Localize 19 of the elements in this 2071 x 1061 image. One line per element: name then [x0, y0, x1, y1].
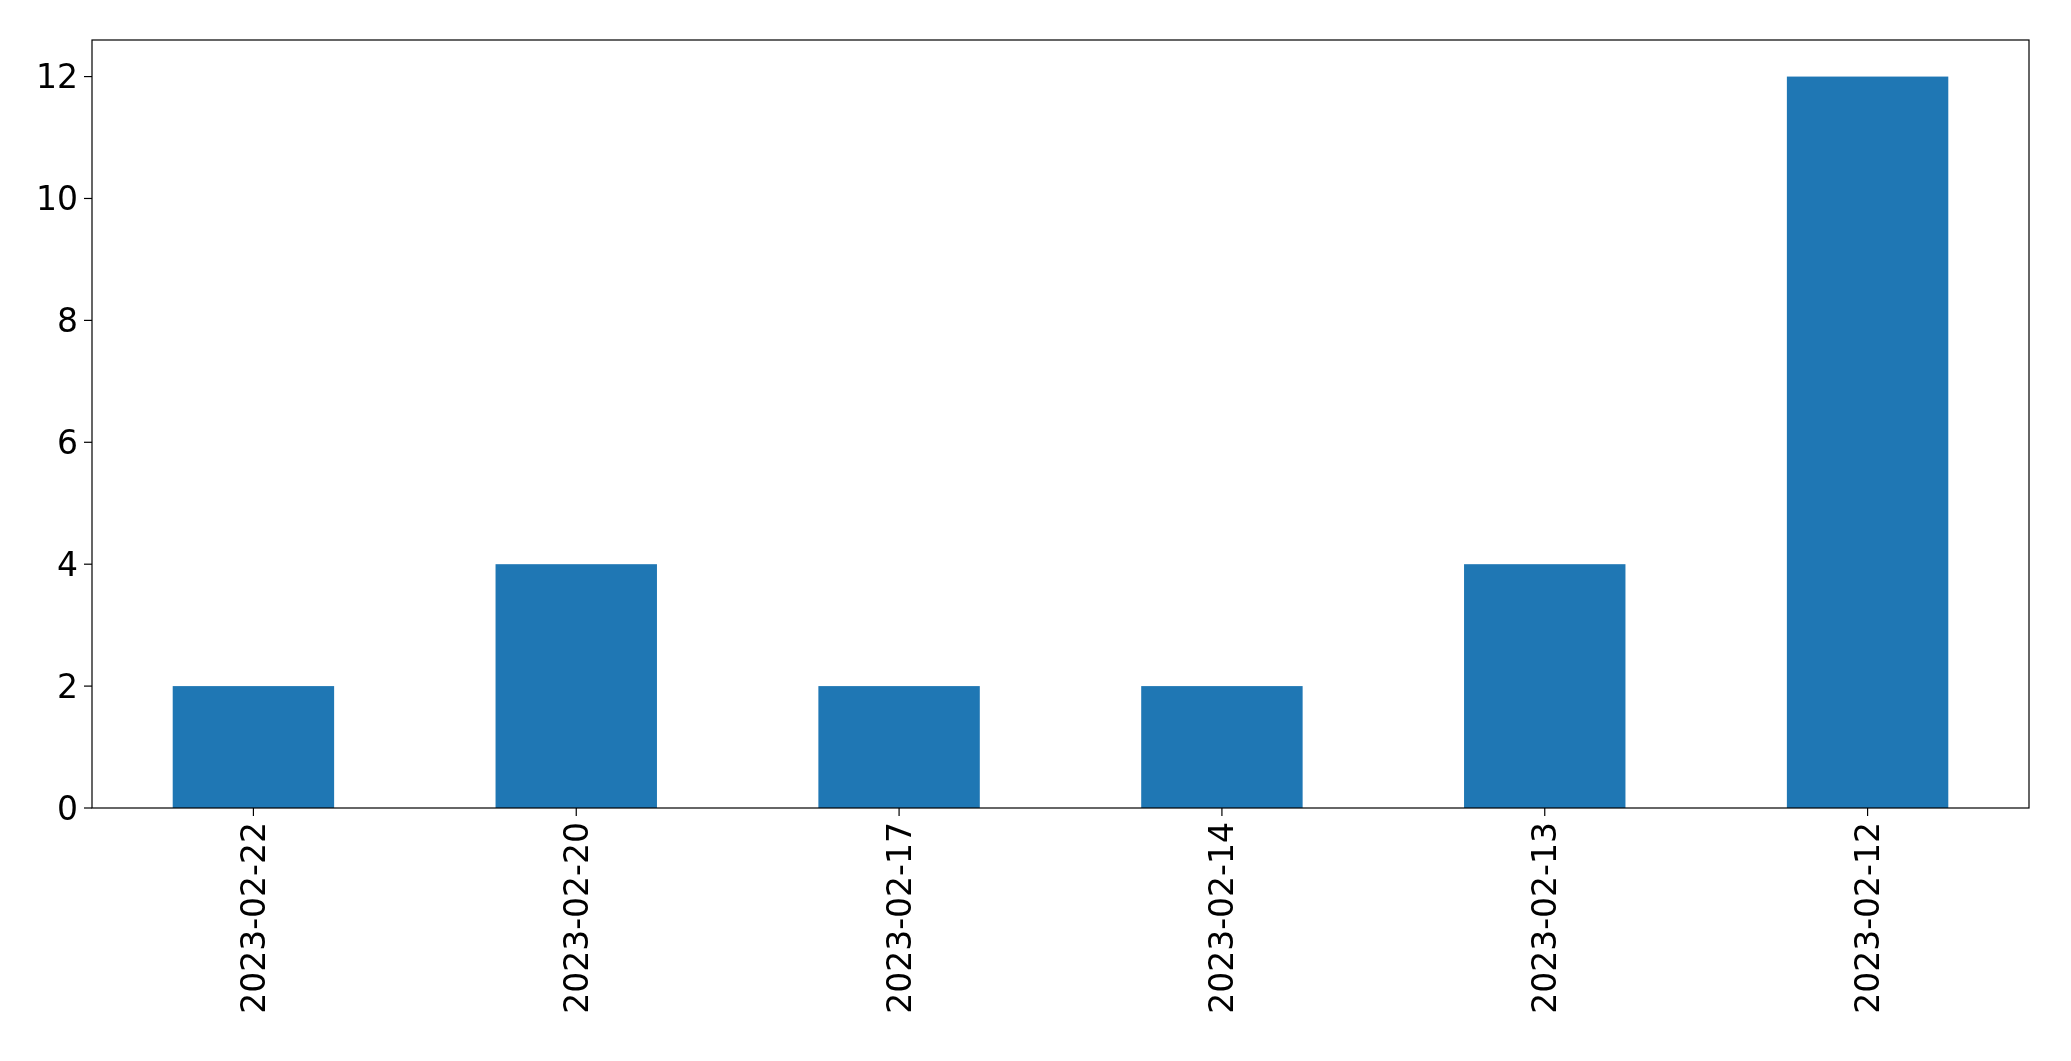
bar [818, 686, 980, 808]
y-tick-label: 10 [36, 179, 78, 219]
x-tick-label: 2023-02-14 [1202, 822, 1242, 1014]
y-tick-label: 2 [57, 666, 78, 706]
x-tick-label: 2023-02-17 [879, 822, 919, 1014]
bar [1141, 686, 1303, 808]
y-tick-label: 0 [57, 788, 78, 828]
y-tick-label: 4 [57, 544, 78, 584]
bar [1786, 76, 1949, 808]
x-tick-label: 2023-02-12 [1848, 822, 1888, 1014]
bar [495, 564, 657, 808]
bar [172, 686, 335, 808]
x-tick-label: 2023-02-20 [556, 822, 596, 1014]
y-tick-label: 6 [57, 422, 78, 462]
x-tick-label: 2023-02-13 [1525, 822, 1565, 1014]
x-tick-label: 2023-02-22 [233, 822, 273, 1014]
y-tick-label: 12 [36, 57, 78, 97]
y-tick-label: 8 [57, 300, 78, 340]
bar [1464, 564, 1626, 808]
